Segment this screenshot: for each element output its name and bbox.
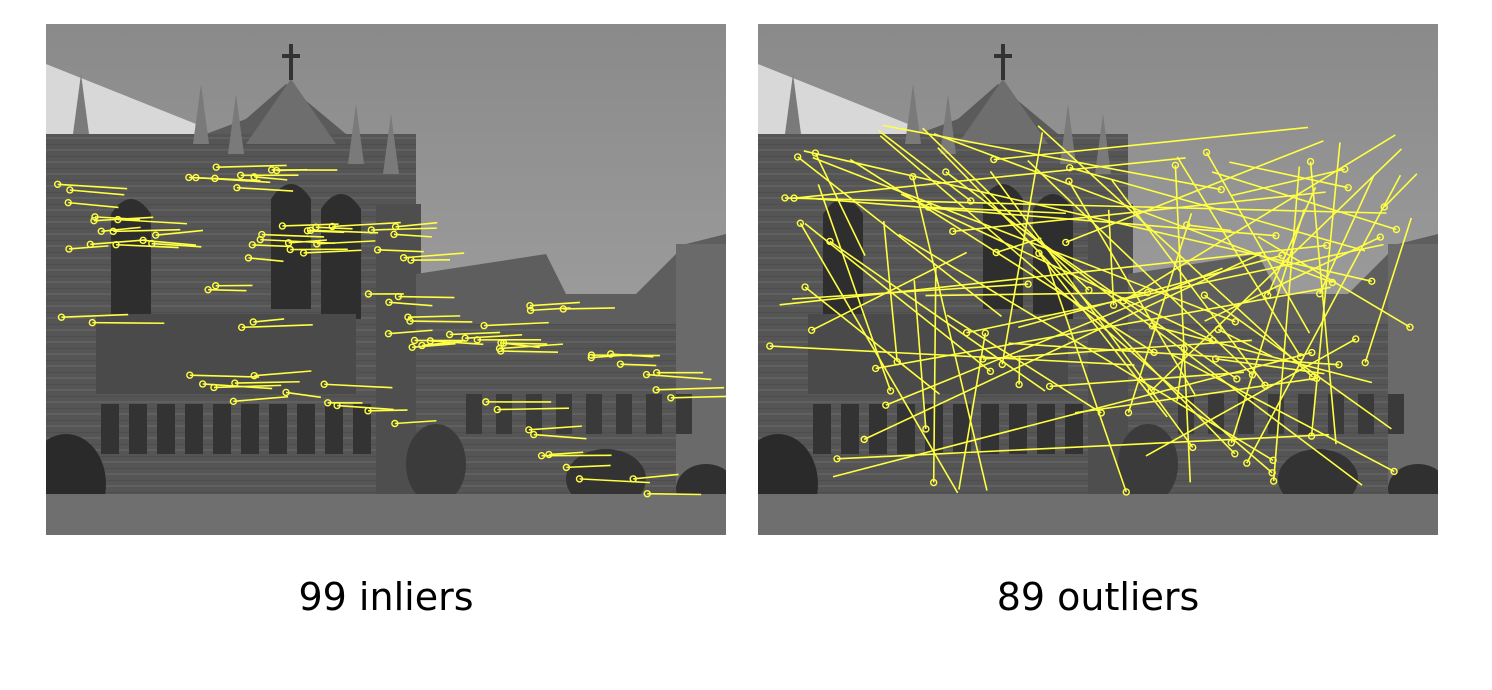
lawn — [758, 494, 1438, 535]
inlier-matches — [53, 163, 726, 498]
building-photo-outliers — [758, 24, 1438, 535]
building-photo-inliers — [46, 24, 726, 535]
inliers-caption: 99 inliers — [298, 575, 474, 619]
lawn — [46, 494, 726, 535]
outlier-matches — [766, 124, 1418, 496]
outliers-caption: 89 outliers — [996, 575, 1200, 619]
outliers-image-panel — [758, 24, 1438, 535]
inliers-image-panel — [46, 24, 726, 535]
